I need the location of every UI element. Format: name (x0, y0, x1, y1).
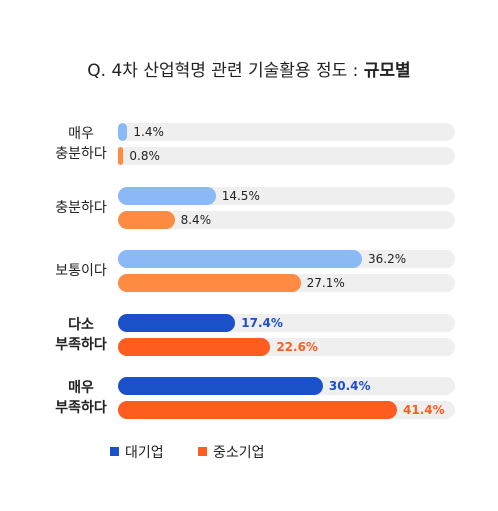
category-label: 매우 부족하다 (55, 380, 107, 416)
bar (118, 186, 216, 205)
title-text: Q. 4차 산업혁명 관련 기술활용 정도 : (87, 61, 359, 81)
value-label: 30.4% (328, 379, 371, 393)
bar (118, 147, 124, 165)
value-label: 36.2% (367, 252, 407, 266)
bar (118, 210, 175, 229)
bar-track (118, 210, 455, 229)
value-label: 1.4% (133, 125, 164, 139)
bar (118, 401, 398, 419)
value-label: 17.4% (241, 315, 283, 330)
chart-title: Q. 4차 산업혁명 관련 기술활용 정도 : 규모별 (0, 56, 498, 81)
legend-label: 대기업 (125, 445, 164, 461)
bar-track (118, 123, 455, 141)
bar-track (118, 147, 455, 165)
bar (118, 250, 362, 268)
bar (118, 313, 236, 332)
value-label: 14.5% (221, 188, 260, 203)
bar (118, 337, 271, 356)
category-label: 매우 충분하다 (55, 126, 107, 162)
title-bold: 규모별 (363, 61, 411, 81)
value-label: 41.4% (403, 403, 445, 417)
legend-label: 중소기업 (213, 445, 265, 461)
value-label: 0.8% (129, 149, 160, 163)
value-label: 22.6% (276, 339, 318, 354)
category-label: 충분하다 (55, 199, 107, 216)
value-label: 27.1% (306, 276, 345, 290)
legend-swatch (110, 447, 119, 456)
category-label: 보통이다 (55, 263, 107, 279)
category-label: 다소 부족하다 (55, 316, 107, 353)
legend-swatch (198, 447, 207, 456)
value-label: 8.4% (180, 212, 212, 227)
bar (118, 274, 301, 292)
bar (118, 377, 323, 395)
bar (118, 123, 128, 141)
